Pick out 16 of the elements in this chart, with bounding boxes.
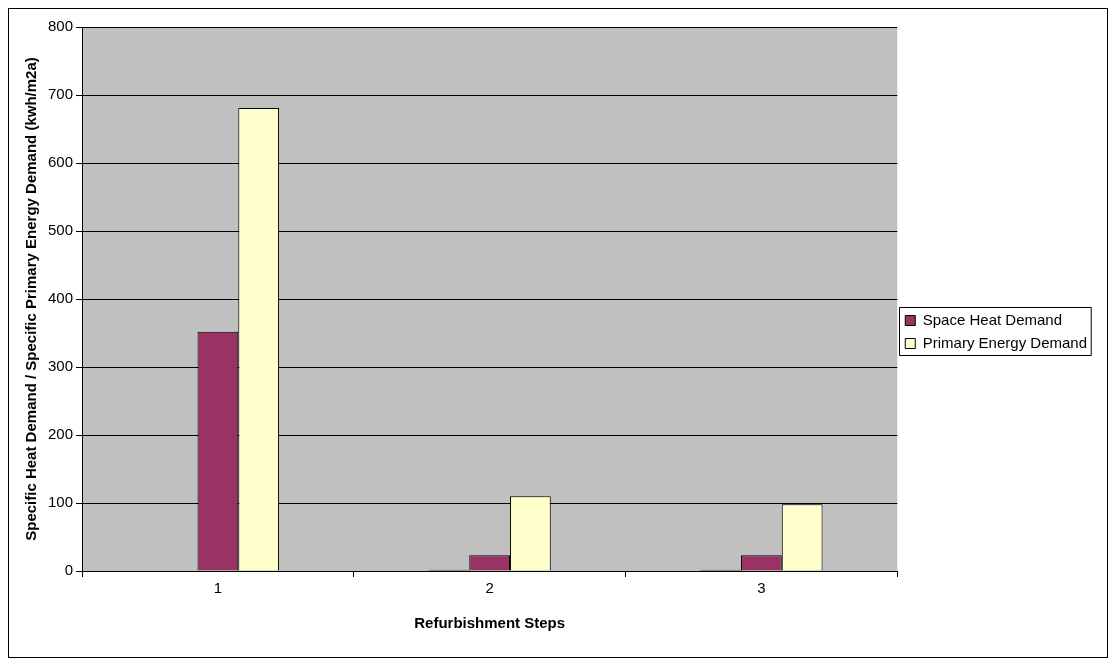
- x-tick-label: 3: [757, 579, 766, 597]
- y-tick-label: 500: [48, 221, 74, 239]
- y-tick-label: 700: [48, 85, 74, 103]
- y-tick-label: 400: [48, 289, 74, 307]
- y-tick-label: 0: [64, 561, 74, 579]
- y-tick-label: 800: [48, 17, 74, 35]
- x-tick-label: 1: [213, 579, 223, 597]
- legend-label: Primary Energy Demand: [922, 333, 1088, 351]
- x-axis-title: Refurbishment Steps: [414, 614, 566, 632]
- y-axis-title: Specific Heat Demand / Specific Primary Energy Demand (kwh/m2a): [22, 57, 40, 541]
- legend-label: Space Heat Demand: [922, 310, 1063, 328]
- y-tick-label: 600: [48, 153, 74, 171]
- y-tick-label: 100: [48, 493, 74, 511]
- x-tick-label: 2: [485, 579, 494, 597]
- y-tick-label: 200: [48, 425, 74, 443]
- y-tick-label: 300: [48, 357, 74, 375]
